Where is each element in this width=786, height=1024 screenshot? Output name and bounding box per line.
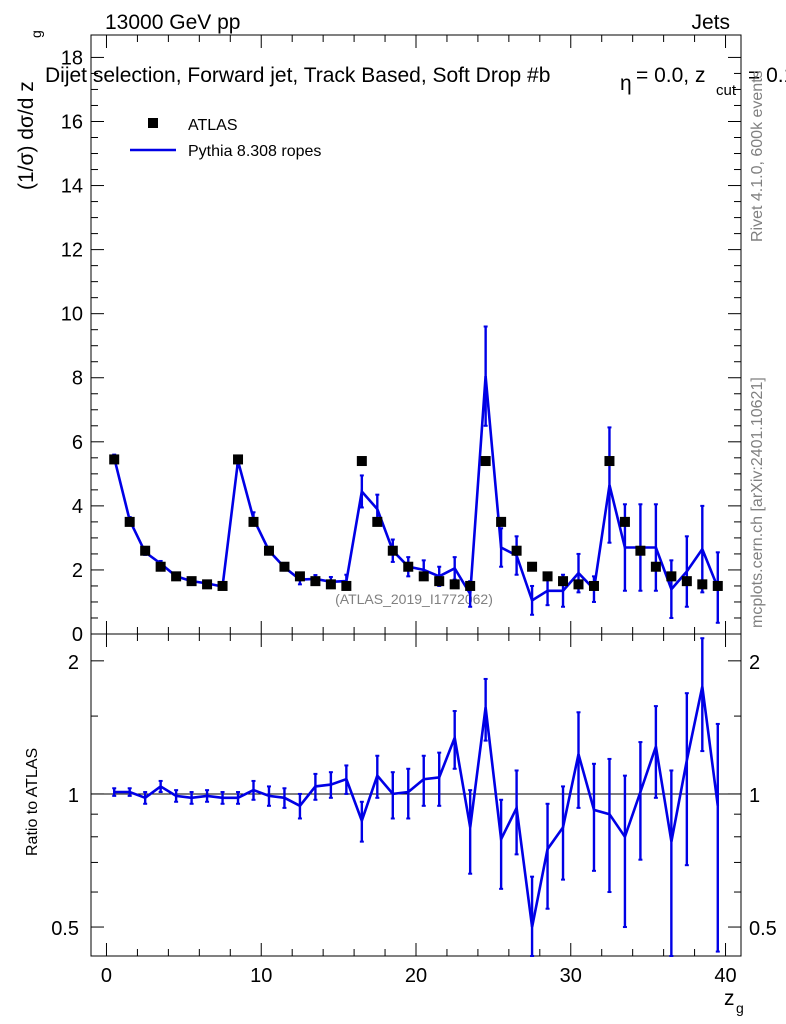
mc-line xyxy=(112,375,720,603)
ratio-xlabel-sub: g xyxy=(736,1000,744,1016)
main-ytick-label: 14 xyxy=(61,176,83,198)
ratio-xtick-label: 40 xyxy=(714,965,736,987)
category-label: Jets xyxy=(691,11,730,34)
atlas-data-point xyxy=(124,516,135,527)
ratio-ytick-label: 1 xyxy=(68,785,79,807)
atlas-data-point xyxy=(279,561,290,572)
atlas-data-point xyxy=(604,456,615,467)
energy-label: 13000 GeV pp xyxy=(105,11,240,34)
atlas-data-point xyxy=(619,516,630,527)
ratio-xtick-label: 30 xyxy=(560,965,582,987)
main-ytick-label: 0 xyxy=(72,624,83,646)
main-ytick-label: 18 xyxy=(61,47,83,69)
ratio-ytick-label: 0.5 xyxy=(51,918,79,940)
atlas-data-point xyxy=(449,579,460,590)
mcplots-label: mcplots.cern.ch [arXiv:2401.10621] xyxy=(749,377,766,628)
atlas-data-point xyxy=(387,545,398,556)
main-ylabel-group: (1/σ) dσ/d z g xyxy=(15,30,44,190)
ratio-xtick-label: 0 xyxy=(101,965,112,987)
main-ytick-label: 6 xyxy=(72,432,83,454)
main-ytick-label: 4 xyxy=(72,496,83,518)
atlas-data-point xyxy=(294,571,305,582)
legend-label-pythia: Pythia 8.308 ropes xyxy=(188,143,321,160)
atlas-data-point xyxy=(341,580,352,591)
ratio-xtick-label: 20 xyxy=(405,965,427,987)
main-ytick-label: 8 xyxy=(72,368,83,390)
atlas-data-point xyxy=(511,545,522,556)
plot-title-suffix-sub: cut xyxy=(716,82,737,99)
atlas-data-point xyxy=(403,561,414,572)
atlas-data-point xyxy=(666,571,677,582)
atlas-data-point xyxy=(140,545,151,556)
atlas-data-point xyxy=(310,576,321,587)
atlas-data-point xyxy=(542,571,553,582)
atlas-data-point xyxy=(418,571,429,582)
ratio-plot-frame xyxy=(90,633,742,957)
atlas-data-point xyxy=(465,580,476,591)
atlas-data-point xyxy=(527,561,538,572)
main-data-marks xyxy=(109,325,723,624)
atlas-data-point xyxy=(588,580,599,591)
plot-title-suffix: = 0.0, z xyxy=(636,64,705,87)
atlas-data-point xyxy=(496,516,507,527)
rivet-label: Rivet 4.1.0, 600k events xyxy=(749,70,766,242)
atlas-data-point xyxy=(372,516,383,527)
ratio-line xyxy=(114,686,720,928)
atlas-data-point xyxy=(573,579,584,590)
ratio-ylabel: Ratio to ATLAS xyxy=(24,748,41,856)
atlas-data-point xyxy=(681,576,692,587)
main-ytick-label: 2 xyxy=(72,560,83,582)
main-ylabel: (1/σ) dσ/d z xyxy=(15,81,38,190)
atlas-data-point xyxy=(263,545,274,556)
atlas-data-point xyxy=(558,576,569,587)
analysis-watermark: (ATLAS_2019_I1772062) xyxy=(335,591,493,607)
main-ytick-label: 12 xyxy=(61,240,83,262)
atlas-data-point xyxy=(248,516,259,527)
plot-title-tail: = 0.1 xyxy=(748,64,786,87)
ratio-ytick-label: 2 xyxy=(68,652,79,674)
legend: ATLAS Pythia 8.308 ropes xyxy=(130,117,321,160)
plot-title-eta: η xyxy=(620,72,632,95)
plot-title: Dijet selection, Forward jet, Track Base… xyxy=(45,64,550,87)
atlas-data-point xyxy=(697,579,708,590)
atlas-data-point xyxy=(650,561,661,572)
atlas-data-point xyxy=(480,456,491,467)
atlas-data-point xyxy=(325,579,336,590)
main-ytick-label: 16 xyxy=(61,111,83,133)
atlas-data-point xyxy=(217,580,228,591)
atlas-data-point xyxy=(171,571,182,582)
legend-label-atlas: ATLAS xyxy=(188,117,238,134)
atlas-data-point xyxy=(202,579,213,590)
ratio-xtick-label: 10 xyxy=(250,965,272,987)
atlas-data-point xyxy=(356,456,367,467)
ratio-xlabel: z xyxy=(724,987,735,1010)
ratio-ytick-label-right: 0.5 xyxy=(749,918,777,940)
main-axis-ticks: 0 2 4 6 8 10 12 14 16 18 xyxy=(61,35,741,646)
ratio-ytick-label-right: 1 xyxy=(749,785,760,807)
atlas-data-point xyxy=(434,576,445,587)
atlas-data-point xyxy=(155,561,166,572)
atlas-data-point xyxy=(635,545,646,556)
ratio-ytick-label-right: 2 xyxy=(749,652,760,674)
ratio-data-marks xyxy=(112,637,720,957)
atlas-data-point xyxy=(109,454,120,465)
atlas-data-point xyxy=(712,580,723,591)
main-ytick-label: 10 xyxy=(61,304,83,326)
atlas-data-point xyxy=(233,454,244,465)
atlas-data-point xyxy=(186,576,197,587)
ratio-axis-ticks: 0.5 0.51 12 20 10 20 30 40 xyxy=(51,634,777,987)
main-ylabel-sub: g xyxy=(28,30,44,38)
legend-marker-atlas xyxy=(148,118,158,128)
